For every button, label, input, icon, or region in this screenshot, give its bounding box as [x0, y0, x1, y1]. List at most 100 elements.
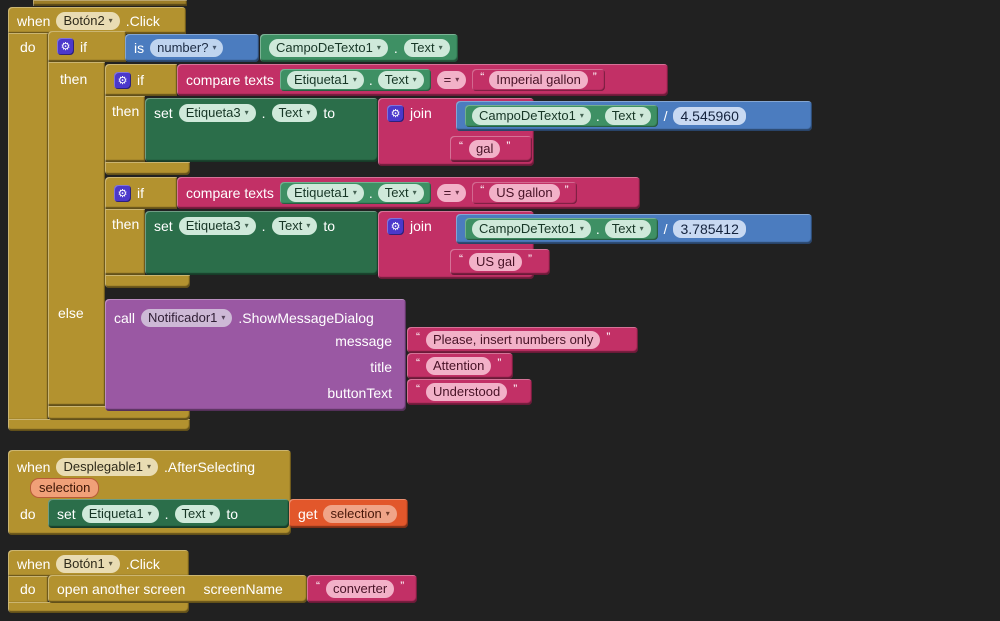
set-etiqueta3-block-2[interactable]: set Etiqueta3 ▾ . Text ▾ to: [145, 211, 378, 275]
component-dropdown[interactable]: Etiqueta3 ▾: [178, 217, 256, 235]
component-dropdown[interactable]: Etiqueta1 ▾: [286, 184, 364, 202]
mutator-gear-icon[interactable]: ⚙: [57, 38, 74, 55]
campodetexto1-text-getter[interactable]: CampoDeTexto1 ▾ . Text ▾: [465, 218, 658, 240]
text-literal-gal[interactable]: “ gal ”: [450, 136, 532, 162]
chevron-down-icon: ▾: [438, 43, 443, 52]
comparison-op-dropdown[interactable]: = ▾: [436, 71, 467, 89]
outer-if-left-column[interactable]: [48, 62, 105, 406]
inner-if1-left-column[interactable]: [105, 96, 145, 162]
text-literal-converter[interactable]: “ converter ”: [307, 575, 417, 603]
property-dropdown[interactable]: Text ▾: [271, 104, 318, 122]
set-keyword: set: [154, 105, 173, 121]
number-op-dropdown[interactable]: number? ▾: [150, 39, 224, 57]
mutator-gear-icon[interactable]: ⚙: [387, 104, 404, 122]
open-quote-icon: “: [480, 70, 485, 84]
etiqueta1-text-getter[interactable]: Etiqueta1 ▾ . Text ▾: [279, 182, 431, 204]
get-selection-block[interactable]: get selection ▾: [289, 499, 408, 528]
mutator-gear-icon[interactable]: ⚙: [387, 217, 404, 235]
text-value-field[interactable]: US gal: [469, 253, 523, 271]
text-literal-message[interactable]: “ Please, insert numbers only ”: [407, 327, 638, 353]
chevron-down-icon: ▾: [146, 461, 151, 471]
division-block-2[interactable]: CampoDeTexto1 ▾ . Text ▾ / 3.785412: [456, 214, 812, 244]
when-block-left-column[interactable]: [8, 33, 48, 421]
inner-if2-left-column[interactable]: [105, 209, 145, 275]
inner-if1-bottom-edge[interactable]: [105, 162, 190, 175]
number-literal-field[interactable]: 4.545960: [673, 107, 746, 125]
when-boton2-click-block[interactable]: when Botón2 ▾ .Click: [8, 7, 186, 34]
component-dropdown[interactable]: CampoDeTexto1 ▾: [472, 107, 591, 125]
component-dropdown-desplegable1[interactable]: Desplegable1 ▾: [56, 457, 158, 476]
component-dropdown[interactable]: Etiqueta1 ▾: [81, 504, 159, 523]
clipped-block-edge: [33, 0, 187, 6]
inner-if2-bottom-edge[interactable]: [105, 275, 190, 288]
division-block-1[interactable]: CampoDeTexto1 ▾ . Text ▾ / 4.545960: [456, 101, 812, 131]
property-dropdown[interactable]: Text ▾: [377, 71, 424, 89]
number-literal-field[interactable]: 3.785412: [673, 220, 746, 238]
get-keyword: get: [298, 505, 318, 522]
when-boton1-click-block[interactable]: when Botón1 ▾ .Click: [8, 550, 189, 577]
component-dropdown-boton1[interactable]: Botón1 ▾: [56, 554, 120, 573]
text-value-field[interactable]: Attention: [426, 357, 492, 375]
outer-if-block[interactable]: ⚙ if: [48, 31, 126, 62]
text-literal-buttontext[interactable]: “ Understood ”: [407, 379, 532, 405]
text-literal-us-gallon[interactable]: “ US gallon ”: [472, 182, 577, 204]
close-quote-icon: ”: [528, 252, 533, 266]
component-dropdown[interactable]: Etiqueta1 ▾: [286, 71, 364, 89]
text-value-field[interactable]: Please, insert numbers only: [426, 331, 601, 349]
chevron-down-icon: ▾: [108, 558, 113, 568]
chevron-down-icon: ▾: [108, 15, 113, 25]
component-dropdown[interactable]: CampoDeTexto1 ▾: [269, 39, 388, 57]
text-value-field[interactable]: Imperial gallon: [489, 71, 588, 89]
inner-if2-block[interactable]: ⚙ if: [105, 177, 177, 209]
when-block-bottom-edge[interactable]: [8, 419, 190, 431]
compare-texts-label: compare texts: [186, 185, 274, 201]
comparison-op-dropdown[interactable]: = ▾: [436, 184, 467, 202]
when-block-bottom-edge[interactable]: [8, 602, 189, 613]
join-label: join: [410, 105, 432, 121]
set-etiqueta3-block-1[interactable]: set Etiqueta3 ▾ . Text ▾ to: [145, 98, 378, 162]
property-dropdown[interactable]: Text ▾: [271, 217, 318, 235]
component-dropdown-boton2[interactable]: Botón2 ▾: [56, 11, 120, 30]
compare-texts-block-1[interactable]: compare texts Etiqueta1 ▾ . Text ▾ = ▾ “…: [177, 64, 668, 96]
campodetexto1-text-getter[interactable]: CampoDeTexto1 ▾ . Text ▾: [465, 105, 658, 127]
chevron-down-icon: ▾: [209, 508, 214, 518]
component-dropdown[interactable]: Etiqueta3 ▾: [178, 104, 256, 122]
open-quote-icon: “: [459, 252, 463, 266]
arg-label-message: message: [335, 333, 392, 349]
property-dropdown[interactable]: Text ▾: [174, 504, 221, 523]
call-notificador1-block[interactable]: call Notificador1 ▾ .ShowMessageDialog m…: [105, 299, 406, 411]
etiqueta1-text-getter[interactable]: Etiqueta1 ▾ . Text ▾: [279, 69, 431, 91]
campodetexto1-text-getter[interactable]: CampoDeTexto1 ▾ . Text ▾: [260, 34, 458, 62]
text-literal-title[interactable]: “ Attention ”: [407, 353, 513, 379]
when-keyword: when: [17, 555, 51, 572]
open-another-screen-block[interactable]: open another screen screenName: [48, 575, 307, 603]
is-number-block[interactable]: is number? ▾: [125, 34, 259, 62]
property-dropdown[interactable]: Text ▾: [403, 39, 450, 57]
component-dropdown[interactable]: CampoDeTexto1 ▾: [472, 220, 591, 238]
screenname-arg-label: screenName: [203, 581, 283, 597]
dot-separator: .: [164, 505, 169, 522]
open-quote-icon: “: [416, 382, 420, 396]
property-dropdown[interactable]: Text ▾: [604, 220, 651, 238]
text-value-field[interactable]: gal: [469, 140, 501, 158]
inner-if1-block[interactable]: ⚙ if: [105, 64, 177, 96]
variable-dropdown[interactable]: selection ▾: [323, 504, 397, 523]
text-value-field[interactable]: US gallon: [489, 184, 560, 202]
compare-texts-block-2[interactable]: compare texts Etiqueta1 ▾ . Text ▾ = ▾ “…: [177, 177, 640, 209]
when-block-left-column[interactable]: [8, 576, 48, 604]
do-label: do: [20, 506, 36, 522]
text-value-field[interactable]: Understood: [426, 383, 508, 401]
property-dropdown[interactable]: Text ▾: [604, 107, 651, 125]
close-quote-icon: ”: [400, 579, 405, 593]
set-etiqueta1-block[interactable]: set Etiqueta1 ▾ . Text ▾ to: [48, 499, 289, 528]
event-param-selection[interactable]: selection: [30, 478, 100, 498]
component-dropdown[interactable]: Notificador1 ▾: [141, 309, 233, 327]
text-literal-us-gal[interactable]: “ US gal ”: [450, 249, 550, 275]
close-quote-icon: ”: [592, 70, 597, 84]
event-name: .Click: [125, 555, 160, 572]
property-dropdown[interactable]: Text ▾: [377, 184, 424, 202]
mutator-gear-icon[interactable]: ⚙: [114, 184, 131, 202]
text-literal-imperial-gallon[interactable]: “ Imperial gallon ”: [472, 69, 605, 91]
mutator-gear-icon[interactable]: ⚙: [114, 71, 131, 89]
text-value-field[interactable]: converter: [326, 580, 395, 598]
